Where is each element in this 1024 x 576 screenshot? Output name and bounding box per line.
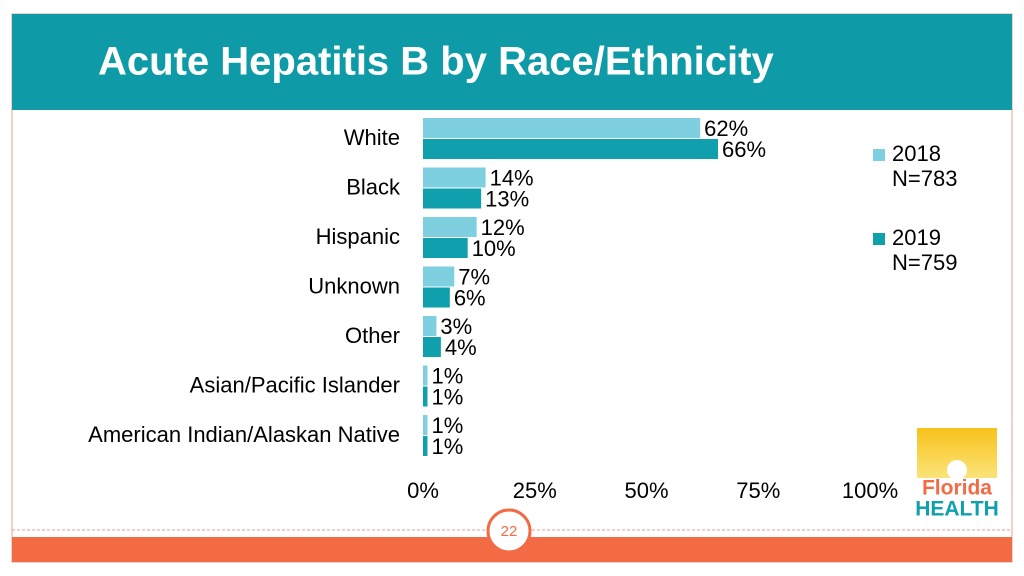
data-label: 1% (431, 413, 463, 438)
data-label: 1% (431, 384, 463, 409)
logo: Florida HEALTH (915, 428, 999, 521)
bar (423, 188, 482, 209)
bar (423, 139, 719, 159)
x-tick-label: 0% (407, 478, 439, 503)
logo-sun-disc (947, 460, 967, 480)
header-band (12, 14, 1012, 110)
bar (423, 217, 477, 237)
chart-title: Acute Hepatitis B by Race/Ethnicity (98, 40, 774, 84)
legend-label: 2019 (892, 225, 941, 250)
data-label: 10% (472, 236, 516, 261)
data-label: 3% (440, 314, 472, 339)
y-tick-label: Other (345, 323, 400, 348)
bar (423, 316, 437, 336)
bar (423, 415, 428, 435)
legend-swatch (873, 233, 885, 245)
bar (423, 386, 428, 407)
x-tick-label: 25% (513, 478, 557, 503)
legend-note: N=783 (892, 166, 957, 191)
data-label: 7% (458, 264, 490, 289)
legend-label: 2018 (892, 141, 941, 166)
data-label: 12% (481, 215, 525, 240)
data-label: 1% (431, 434, 463, 459)
data-label: 1% (431, 363, 463, 388)
bar (423, 436, 428, 456)
x-tick-label: 75% (736, 478, 780, 503)
bar (423, 238, 468, 258)
bar (423, 337, 441, 357)
x-tick-label: 100% (842, 478, 898, 503)
page-badge (486, 508, 532, 554)
y-tick-label: Black (346, 174, 401, 199)
data-label: 14% (490, 165, 534, 190)
y-tick-label: Hispanic (316, 224, 400, 249)
bar (423, 118, 701, 138)
y-tick-label: White (344, 125, 400, 150)
bar (423, 365, 428, 386)
y-tick-label: Asian/Pacific Islander (190, 372, 400, 397)
data-label: 6% (454, 285, 486, 310)
x-tick-label: 50% (624, 478, 668, 503)
data-label: 13% (485, 186, 529, 211)
data-label: 62% (704, 116, 748, 141)
data-label: 4% (445, 335, 477, 360)
data-label: 66% (722, 137, 766, 162)
page-number: 22 (501, 523, 518, 540)
bar (423, 287, 450, 308)
y-tick-label: Unknown (308, 273, 400, 298)
legend-swatch (873, 149, 885, 161)
y-tick-label: American Indian/Alaskan Native (88, 422, 400, 447)
logo-text: Florida (922, 477, 992, 500)
legend-note: N=759 (892, 250, 957, 275)
logo-text: HEALTH (915, 498, 999, 521)
bar (423, 167, 486, 188)
bar (423, 266, 455, 287)
